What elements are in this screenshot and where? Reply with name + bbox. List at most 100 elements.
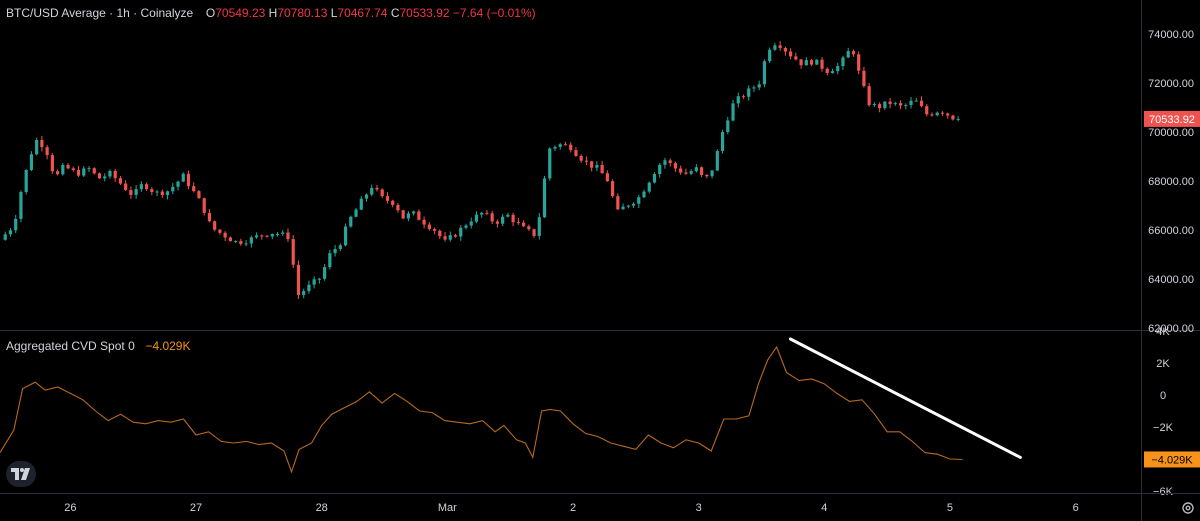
- candle: [239, 238, 243, 246]
- candle-body: [752, 87, 756, 89]
- settings-gear-icon[interactable]: [1180, 500, 1196, 516]
- candle: [720, 129, 725, 154]
- candle: [3, 231, 7, 241]
- candle: [359, 196, 363, 211]
- time-axis[interactable]: 26 27 28 Mar 2 3 4 5 6: [0, 493, 1200, 515]
- candle-body: [108, 170, 112, 177]
- candle-body: [192, 186, 196, 192]
- candle: [946, 112, 950, 119]
- candle: [453, 233, 458, 238]
- price-axis[interactable]: 62000.00 64000.00 66000.00 68000.00 70000.00…: [1141, 0, 1195, 521]
- candle-body: [35, 140, 39, 155]
- candle-body: [883, 101, 887, 109]
- candle: [857, 51, 861, 75]
- candle: [391, 199, 395, 208]
- candle-body: [66, 164, 70, 169]
- candle-body: [124, 183, 128, 191]
- candle-body: [501, 216, 505, 224]
- candle: [647, 181, 651, 194]
- candle-body: [621, 206, 625, 210]
- candle: [521, 220, 526, 228]
- candle-body: [642, 191, 646, 198]
- candle-body: [532, 229, 536, 236]
- last-price-label: 70533.92: [1149, 114, 1195, 126]
- candle: [584, 156, 589, 166]
- candle-body: [55, 171, 60, 175]
- candle: [872, 102, 876, 108]
- candle-body: [92, 168, 96, 174]
- price-pane[interactable]: [0, 41, 1200, 331]
- candle-body: [422, 219, 426, 225]
- candle: [469, 217, 473, 229]
- candle: [862, 66, 866, 88]
- candle-body: [679, 168, 683, 173]
- candle: [349, 215, 353, 228]
- candle-body: [511, 214, 515, 223]
- candle: [501, 214, 505, 227]
- candle: [684, 168, 688, 175]
- price-tick-label: 66000.00: [1148, 225, 1194, 237]
- cvd-pane[interactable]: [0, 337, 1022, 474]
- candle: [338, 243, 342, 252]
- candle: [815, 59, 819, 66]
- time-tick-label: 26: [64, 502, 76, 514]
- candle-body: [443, 236, 447, 240]
- symbol-title[interactable]: BTC/USD Average · 1h · Coinalyze: [6, 6, 194, 20]
- candle-body: [768, 49, 772, 62]
- tradingview-logo-icon[interactable]: [6, 461, 36, 487]
- candle-body: [412, 211, 416, 214]
- candle-body: [307, 284, 311, 292]
- candle: [830, 68, 835, 74]
- candle-body: [155, 191, 159, 193]
- price-tick-label: 72000.00: [1148, 78, 1194, 90]
- candle-body: [726, 120, 730, 133]
- candle: [474, 211, 479, 224]
- candle-body: [61, 164, 65, 175]
- candle-body: [359, 198, 363, 210]
- candle: [930, 112, 934, 117]
- candle-body: [40, 140, 44, 148]
- candle-body: [302, 291, 306, 295]
- candle: [150, 187, 154, 196]
- candle-body: [626, 205, 630, 207]
- candle: [97, 172, 102, 179]
- candle-body: [474, 214, 479, 222]
- candle: [87, 166, 91, 172]
- candle: [260, 234, 264, 240]
- candle-body: [343, 226, 348, 246]
- candle-body: [914, 100, 918, 102]
- candle: [893, 101, 897, 106]
- candle-body: [930, 114, 934, 116]
- cvd-series-line[interactable]: [0, 345, 963, 474]
- candle: [558, 142, 562, 150]
- candle: [370, 184, 374, 197]
- candle: [364, 193, 369, 202]
- candle-body: [338, 245, 342, 249]
- candle-body: [673, 163, 678, 169]
- candle-body: [150, 189, 154, 192]
- candle-body: [872, 104, 876, 106]
- candle-body: [385, 196, 390, 201]
- candle: [412, 210, 416, 216]
- candle-body: [867, 86, 871, 106]
- candle-body: [663, 160, 667, 165]
- candle: [600, 160, 604, 174]
- indicator-title[interactable]: Aggregated CVD Spot 0: [6, 339, 135, 353]
- candle-body: [878, 104, 882, 109]
- candle-body: [291, 239, 295, 265]
- candle-body: [296, 264, 301, 295]
- trendline-annotation[interactable]: [788, 337, 1022, 459]
- price-tick-label: 64000.00: [1148, 274, 1194, 286]
- candle: [794, 52, 798, 61]
- candle-body: [406, 213, 410, 219]
- candle-body: [616, 196, 620, 210]
- candle: [621, 203, 625, 210]
- candle-body: [103, 176, 107, 179]
- candle-body: [799, 59, 803, 66]
- candle: [710, 169, 714, 179]
- candle: [668, 158, 672, 167]
- last-cvd-badge: [1144, 451, 1200, 468]
- candle-body: [757, 84, 761, 88]
